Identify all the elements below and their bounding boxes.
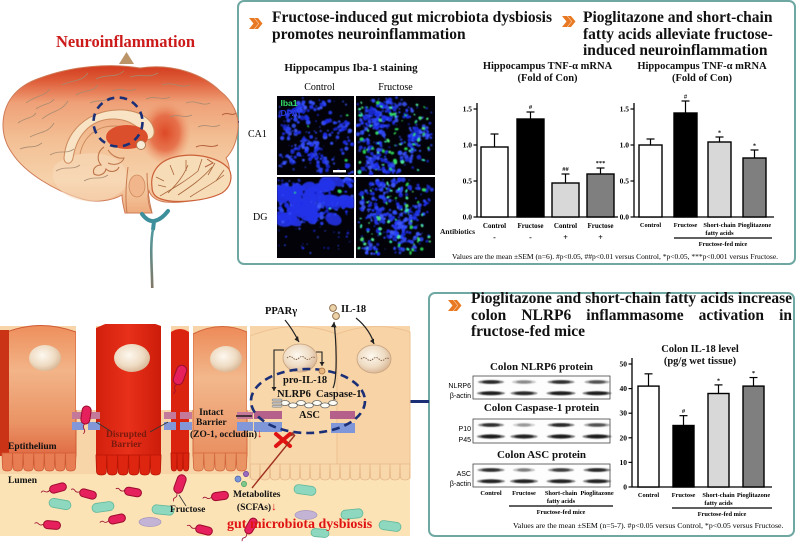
svg-text:Control: Control (483, 222, 506, 230)
svg-text:1.0: 1.0 (620, 141, 630, 150)
svg-text:0: 0 (623, 483, 627, 492)
svg-text:50: 50 (620, 360, 628, 369)
svg-text:0.5: 0.5 (620, 177, 630, 186)
svg-text:Control: Control (638, 492, 659, 499)
svg-text:Fructose-fed mice: Fructose-fed mice (537, 509, 586, 516)
svg-text:Fructose: Fructose (587, 222, 613, 230)
svg-text:β-actin: β-actin (450, 481, 471, 488)
svg-text:0.0: 0.0 (463, 213, 473, 222)
svg-text:*: * (717, 377, 720, 384)
svg-text:Fructose: Fructose (512, 490, 536, 497)
svg-text:ASC: ASC (457, 471, 471, 478)
svg-text:#: # (529, 104, 533, 111)
svg-text:P10: P10 (459, 426, 472, 433)
svg-text:##: ## (562, 166, 569, 173)
svg-text:#: # (684, 94, 688, 101)
svg-text:+: + (598, 233, 603, 242)
svg-text:P45: P45 (459, 437, 472, 444)
svg-text:fatty acids: fatty acids (704, 500, 733, 507)
svg-text:Pioglitazone: Pioglitazone (737, 492, 771, 499)
svg-text:Fructose: Fructose (517, 222, 543, 230)
svg-text:Pioglitazone: Pioglitazone (580, 490, 614, 497)
svg-text:*: * (753, 143, 756, 150)
svg-text:1.5: 1.5 (620, 105, 630, 114)
svg-text:fatty acids: fatty acids (705, 230, 734, 237)
svg-text:NLRP6: NLRP6 (448, 383, 471, 390)
svg-text:Fructose-fed mice: Fructose-fed mice (699, 241, 748, 248)
svg-text:*: * (718, 130, 721, 137)
svg-text:40: 40 (620, 384, 628, 393)
svg-text:1.5: 1.5 (463, 105, 473, 114)
svg-text:-: - (529, 233, 532, 242)
svg-text:#: # (682, 408, 686, 415)
svg-text:0.0: 0.0 (620, 213, 630, 222)
svg-text:Control: Control (480, 490, 501, 497)
svg-text:Short-chain: Short-chain (702, 492, 735, 499)
svg-text:β-actin: β-actin (450, 393, 471, 400)
svg-text:***: *** (596, 160, 606, 167)
svg-text:+: + (563, 233, 568, 242)
svg-text:DPAI: DPAI (281, 108, 301, 118)
svg-text:Fructose: Fructose (674, 222, 698, 229)
svg-text:-: - (493, 233, 496, 242)
svg-text:Iba1: Iba1 (281, 98, 298, 108)
svg-text:Control: Control (640, 222, 661, 229)
svg-text:30: 30 (620, 409, 628, 418)
svg-text:10: 10 (620, 458, 628, 467)
svg-text:20: 20 (620, 433, 628, 442)
svg-text:Fructose-fed mice: Fructose-fed mice (698, 511, 747, 518)
svg-text:1.0: 1.0 (463, 141, 473, 150)
svg-text:Control: Control (554, 222, 577, 230)
svg-text:Short-chain: Short-chain (703, 222, 736, 229)
svg-text:fatty acids: fatty acids (547, 498, 576, 505)
svg-text:Short-chain: Short-chain (545, 490, 578, 497)
svg-text:0.5: 0.5 (463, 177, 473, 186)
svg-text:Pioglitazone: Pioglitazone (738, 222, 772, 229)
svg-text:*: * (752, 370, 755, 377)
svg-text:Fructose: Fructose (672, 492, 696, 499)
